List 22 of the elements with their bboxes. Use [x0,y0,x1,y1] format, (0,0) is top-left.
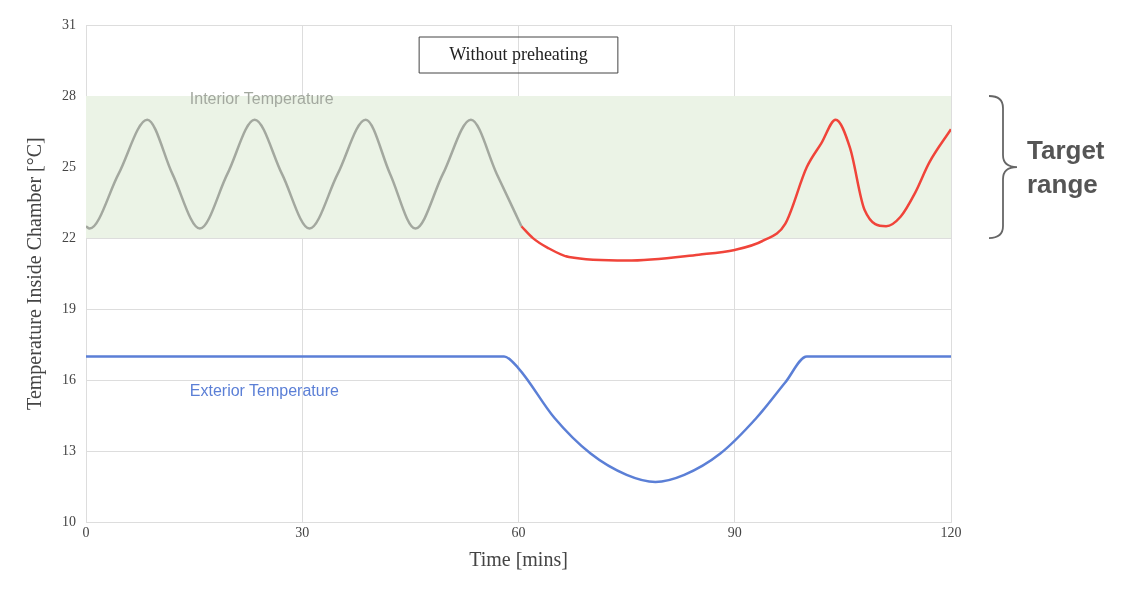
x-axis-title: Time [mins] [469,548,568,571]
series-label: Interior Temperature [189,90,334,108]
y-tick-label: 22 [62,229,76,245]
y-tick-label: 13 [62,442,76,458]
y-tick-label: 16 [62,371,76,387]
text: Without preheating [449,43,588,64]
x-tick-label: 0 [82,525,90,541]
line-series [520,118,951,262]
y-tick-label: 31 [62,16,76,32]
x-tick-label: 120 [940,525,962,541]
band-label: Target range [1027,134,1106,202]
y-tick-label: 19 [62,300,76,316]
x-tick-label: 30 [295,525,310,541]
series-label: Exterior Temperature [189,382,339,400]
y-tick-label: 25 [62,158,76,174]
y-axis-title: Temperature Inside Chamber [°C] [23,137,47,410]
x-tick-label: 60 [511,525,526,541]
line-series [86,118,523,230]
x-tick-label: 90 [727,525,742,541]
y-tick-label: 10 [62,513,76,529]
y-tick-label: 28 [62,87,76,103]
line-series [86,355,951,484]
